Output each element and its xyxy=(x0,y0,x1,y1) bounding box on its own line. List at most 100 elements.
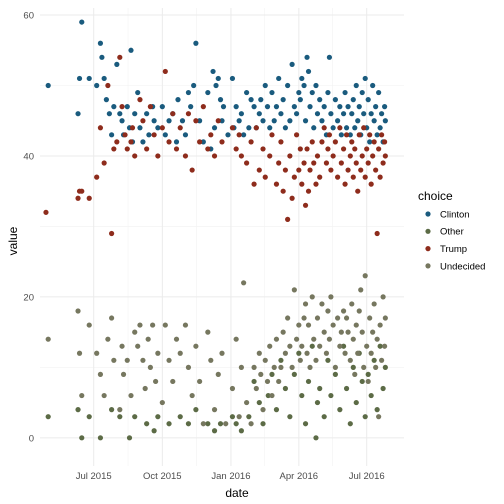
data-point xyxy=(159,125,165,131)
data-point xyxy=(124,357,130,363)
data-point xyxy=(185,421,192,427)
data-point xyxy=(377,125,383,131)
data-point xyxy=(342,89,348,96)
data-point xyxy=(317,385,323,392)
data-point xyxy=(289,364,295,370)
data-point xyxy=(45,82,51,89)
x-axis-title: date xyxy=(225,486,249,500)
data-point xyxy=(301,160,307,166)
data-point xyxy=(97,435,104,441)
data-point xyxy=(349,111,355,117)
data-point xyxy=(273,336,280,342)
x-tick-label: Oct 2015 xyxy=(143,471,182,482)
data-point xyxy=(382,139,388,145)
data-point xyxy=(342,181,348,187)
legend-label: Other xyxy=(440,227,464,238)
data-point xyxy=(94,174,100,180)
data-point xyxy=(309,343,315,349)
data-point xyxy=(155,414,161,420)
data-point xyxy=(153,378,159,385)
data-point xyxy=(132,414,138,420)
data-point xyxy=(267,153,273,159)
data-point xyxy=(325,308,331,314)
data-point xyxy=(313,82,319,89)
data-point xyxy=(314,399,321,406)
data-point xyxy=(43,209,49,215)
data-point xyxy=(159,104,165,110)
data-point xyxy=(356,104,362,110)
data-point xyxy=(287,343,293,349)
tick-labels: 0 20 40 60 Jul 2015 Oct 2015 Jan 2016 Apr 2016 J… xyxy=(23,11,384,482)
data-point xyxy=(269,132,275,138)
data-point xyxy=(173,336,180,342)
data-point xyxy=(359,378,365,385)
data-point xyxy=(280,329,286,335)
data-point xyxy=(197,139,203,145)
data-point xyxy=(267,125,273,131)
data-point xyxy=(210,68,216,75)
data-point xyxy=(162,68,168,75)
data-point xyxy=(338,160,344,166)
data-point xyxy=(86,75,92,82)
data-point xyxy=(229,385,236,392)
data-point xyxy=(151,428,157,434)
x-tick-label: Jul 2016 xyxy=(349,471,385,482)
data-point xyxy=(191,82,197,89)
data-point xyxy=(258,97,264,103)
data-point xyxy=(345,167,351,173)
data-point xyxy=(374,230,380,237)
data-point xyxy=(86,322,92,328)
series-undecided xyxy=(45,273,388,427)
data-point xyxy=(193,40,199,46)
data-point xyxy=(146,132,152,138)
data-point xyxy=(105,336,111,342)
data-point xyxy=(79,435,85,441)
data-point xyxy=(373,364,379,370)
data-point xyxy=(101,75,107,82)
data-point xyxy=(211,407,218,413)
data-point xyxy=(128,392,134,399)
data-point xyxy=(307,104,313,110)
data-point xyxy=(177,414,183,420)
data-point xyxy=(119,104,125,110)
data-point xyxy=(200,421,206,427)
data-point xyxy=(109,230,115,237)
data-point xyxy=(362,174,368,180)
data-point xyxy=(182,132,189,138)
data-point xyxy=(276,378,282,385)
data-point xyxy=(371,357,377,363)
data-point xyxy=(376,146,382,152)
data-point xyxy=(132,111,138,117)
data-point xyxy=(151,118,157,124)
data-point xyxy=(155,153,161,159)
data-point xyxy=(305,68,312,75)
data-point xyxy=(175,97,181,103)
data-point xyxy=(155,125,161,131)
data-point xyxy=(323,160,330,166)
data-point xyxy=(296,167,302,173)
data-point xyxy=(302,421,309,427)
data-point xyxy=(282,350,288,356)
data-point xyxy=(128,139,134,145)
data-point xyxy=(124,104,130,110)
data-point xyxy=(321,104,327,110)
x-tick-label: Jul 2015 xyxy=(76,471,112,482)
data-point xyxy=(311,125,317,131)
data-point xyxy=(332,97,338,103)
data-point xyxy=(145,336,151,342)
data-point xyxy=(305,378,312,385)
data-point xyxy=(367,139,373,145)
data-point xyxy=(338,329,344,335)
data-point xyxy=(126,435,133,441)
data-point xyxy=(217,421,224,427)
data-point xyxy=(173,146,180,152)
data-point xyxy=(215,118,221,124)
data-point xyxy=(117,111,123,117)
data-point xyxy=(267,343,273,349)
data-point xyxy=(147,364,153,370)
legend-label: Undecided xyxy=(440,261,485,272)
data-point xyxy=(328,392,334,399)
data-point xyxy=(321,329,327,335)
data-point xyxy=(182,322,189,328)
data-point xyxy=(293,336,300,342)
